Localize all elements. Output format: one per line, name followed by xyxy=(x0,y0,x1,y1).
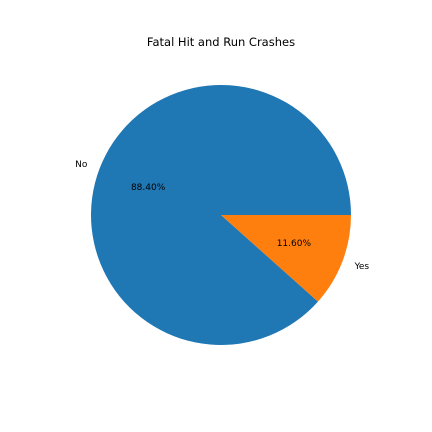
pie-labels: No 88.40% Yes 11.60% xyxy=(75,160,369,272)
pct-label-yes: 11.60% xyxy=(277,239,312,249)
slice-label-yes: Yes xyxy=(354,262,370,272)
pie-slices xyxy=(90,85,351,345)
slice-label-no: No xyxy=(75,160,88,170)
chart-title: Fatal Hit and Run Crashes xyxy=(147,35,295,49)
pie-slice-yes xyxy=(221,215,351,302)
pct-label-no: 88.40% xyxy=(131,183,166,193)
